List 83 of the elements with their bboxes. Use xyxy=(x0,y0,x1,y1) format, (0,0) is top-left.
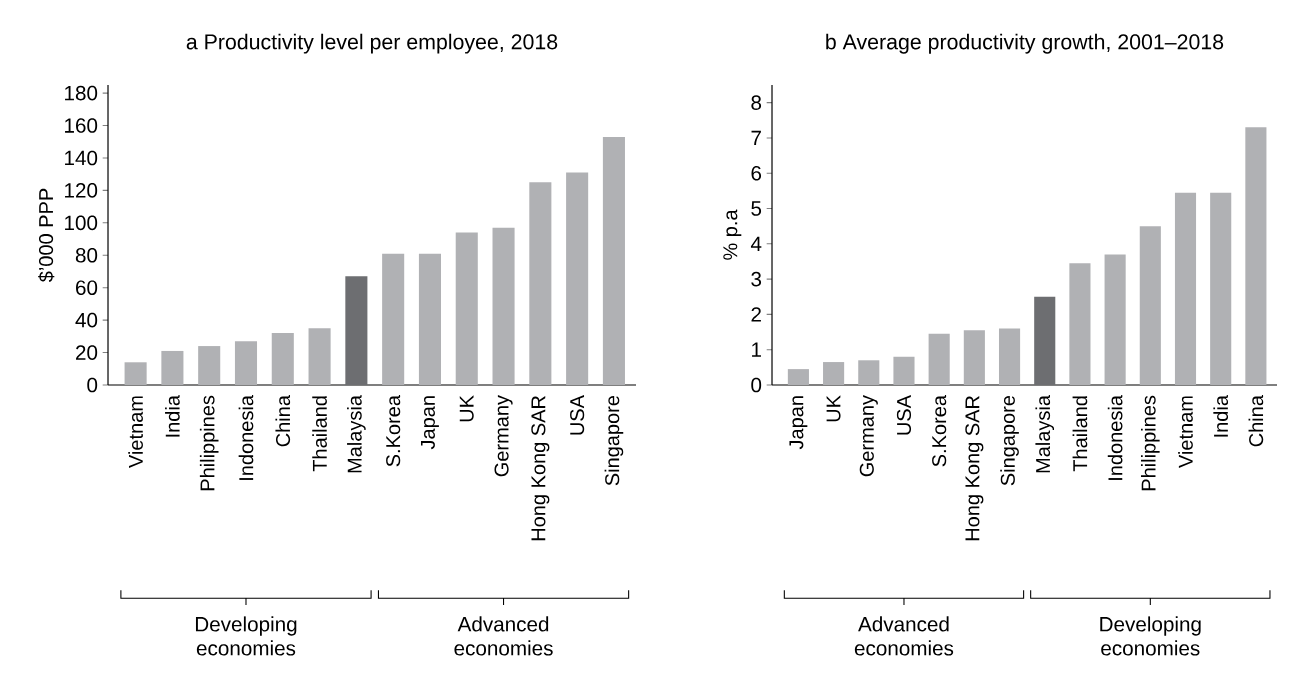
x-tick-label: USA xyxy=(896,395,912,435)
y-tick-label: 0 xyxy=(87,377,98,393)
y-tick-label: 2 xyxy=(751,307,761,322)
x-tick-label: S.Korea xyxy=(386,395,401,467)
x-tick-label: Germany xyxy=(494,395,513,477)
bar xyxy=(529,182,552,385)
x-tick-label: Philippines xyxy=(1140,395,1160,491)
y-tick-label: 3 xyxy=(751,271,762,287)
y-tick-label: 100 xyxy=(65,215,98,231)
bar xyxy=(382,253,405,385)
y-tick-label: 140 xyxy=(65,150,98,166)
bar xyxy=(1174,192,1197,385)
bar xyxy=(345,276,368,385)
text: Developing economies xyxy=(1100,616,1201,656)
x-tick-label: Japan xyxy=(421,396,439,450)
y-tick-label: 4 xyxy=(750,236,762,251)
text: Advanced economies xyxy=(854,616,954,656)
x-tick-label: UK xyxy=(826,395,841,422)
bar xyxy=(308,328,331,385)
bar xyxy=(1069,263,1091,385)
bar xyxy=(998,328,1021,385)
x-tick-label: Singapore xyxy=(1000,395,1019,486)
x-tick-label: USA xyxy=(570,395,585,435)
bar xyxy=(858,360,880,385)
bar xyxy=(1139,226,1161,385)
bar xyxy=(198,346,221,385)
text: Advanced economies xyxy=(454,616,553,656)
bar xyxy=(602,136,625,385)
y-tick-label: 0 xyxy=(751,377,762,393)
bar xyxy=(823,362,845,385)
x-tick-label: Malaysia xyxy=(1035,395,1055,473)
x-tick-label: S.Korea xyxy=(932,395,947,467)
chart-title: a Productivity level per employee, 2018 xyxy=(186,33,558,54)
bar xyxy=(234,341,258,385)
chart-title: b Average productivity growth, 2001–2018 xyxy=(826,33,1224,54)
bar xyxy=(1104,254,1126,385)
x-tick-label: India xyxy=(165,395,180,437)
bar xyxy=(161,350,184,385)
y-tick-label: 40 xyxy=(75,312,98,328)
x-tick-label: Hong Kong SAR xyxy=(531,396,550,541)
bar xyxy=(893,356,915,385)
x-tick-label: Thailand xyxy=(1072,396,1088,472)
text: Developing economies xyxy=(195,616,297,656)
x-tick-label: China xyxy=(1248,395,1264,447)
y-tick-label: 180 xyxy=(65,85,98,101)
y-axis-title: % p.a xyxy=(723,209,742,260)
x-tick-label: China xyxy=(275,395,291,447)
x-tick-label: Vietnam xyxy=(128,396,143,468)
x-tick-label: India xyxy=(1213,395,1229,437)
y-tick-label: 5 xyxy=(751,201,762,216)
x-tick-label: Japan xyxy=(789,396,808,450)
x-tick-label: Singapore xyxy=(604,395,624,486)
y-tick-label: 6 xyxy=(751,165,762,181)
bar xyxy=(1034,296,1056,385)
x-tick-label: Indonesia xyxy=(238,395,254,480)
y-tick-label: 120 xyxy=(65,183,98,198)
bar xyxy=(418,253,441,385)
x-tick-label: UK xyxy=(459,395,474,422)
y-tick-label: 8 xyxy=(751,95,762,110)
bar xyxy=(455,232,478,385)
y-tick-label: 1 xyxy=(752,342,761,357)
bar xyxy=(566,172,589,385)
x-tick-label: Hong Kong SAR xyxy=(965,396,984,541)
x-tick-label: Indonesia xyxy=(1107,395,1123,480)
y-tick-label: 80 xyxy=(75,247,98,263)
y-tick-label: 7 xyxy=(751,130,761,146)
x-tick-label: Germany xyxy=(859,395,878,477)
bar xyxy=(928,333,950,385)
bar xyxy=(492,227,515,385)
y-tick-label: 60 xyxy=(76,280,98,296)
x-tick-label: Philippines xyxy=(199,395,219,491)
x-tick-label: Malaysia xyxy=(347,395,366,473)
y-tick-label: 20 xyxy=(76,345,98,360)
bar xyxy=(1210,192,1232,385)
bar xyxy=(124,362,147,385)
x-tick-label: Vietnam xyxy=(1178,396,1193,468)
y-axis-title: $’000 PPP xyxy=(38,188,55,283)
bar xyxy=(963,330,985,385)
bar xyxy=(271,333,294,385)
bar xyxy=(1245,127,1267,385)
bar xyxy=(787,369,809,385)
y-tick-label: 160 xyxy=(65,118,98,133)
x-tick-label: Thailand xyxy=(312,396,327,472)
